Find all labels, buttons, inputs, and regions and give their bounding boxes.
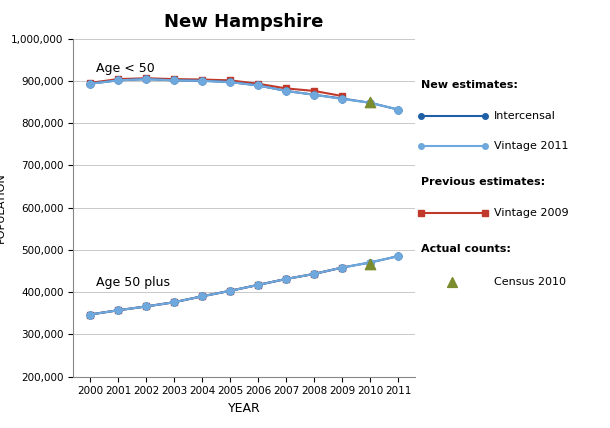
- Text: New estimates:: New estimates:: [421, 80, 518, 90]
- Text: Age 50 plus: Age 50 plus: [96, 276, 170, 289]
- X-axis label: YEAR: YEAR: [228, 402, 260, 415]
- Point: [365, 261, 375, 268]
- Text: Actual counts:: Actual counts:: [421, 244, 511, 254]
- Text: Vintage 2009: Vintage 2009: [494, 208, 569, 218]
- Point: [365, 99, 375, 106]
- Text: Previous estimates:: Previous estimates:: [421, 177, 545, 187]
- Text: Census 2010: Census 2010: [494, 277, 566, 288]
- Text: Vintage 2011: Vintage 2011: [494, 141, 569, 152]
- Title: New Hampshire: New Hampshire: [164, 13, 324, 31]
- Text: Intercensal: Intercensal: [494, 110, 556, 121]
- Y-axis label: POPULATION: POPULATION: [0, 172, 5, 243]
- Text: Age < 50: Age < 50: [96, 62, 154, 75]
